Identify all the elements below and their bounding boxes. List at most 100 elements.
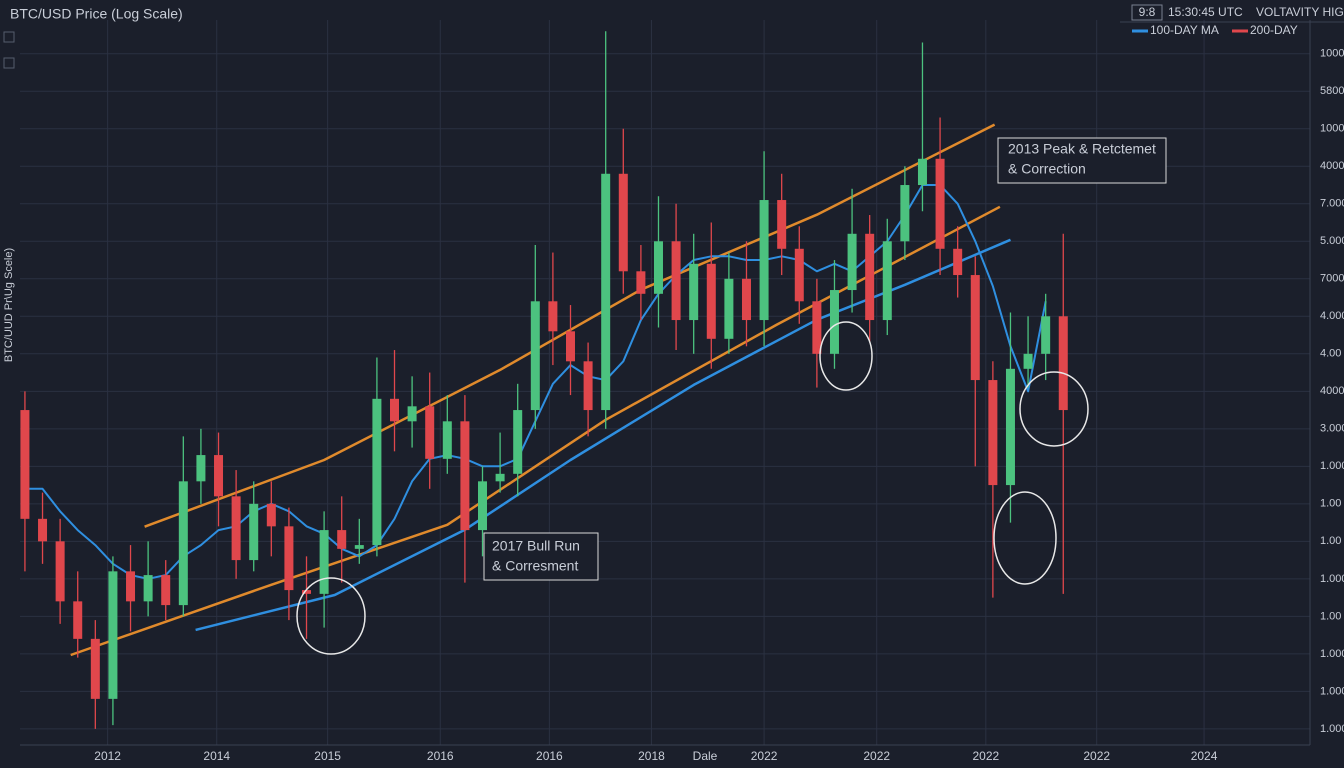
y-tick-label: 5.000 — [1320, 235, 1344, 247]
y-tick-label: 1000 — [1320, 123, 1344, 135]
candle-body — [143, 575, 153, 602]
candle-body — [477, 481, 487, 531]
x-tick-label: 2016 — [427, 749, 454, 763]
y-axis-label: BTC/UUD Pr\Ug Scele) — [3, 248, 15, 362]
candle-body — [513, 410, 523, 474]
tool-icon[interactable] — [3, 57, 15, 69]
candle-body — [601, 173, 611, 411]
candle-body — [988, 380, 998, 486]
candle-body — [1023, 353, 1033, 369]
candle-body — [618, 173, 628, 272]
candle-body — [337, 530, 347, 549]
candles — [20, 31, 1068, 729]
candle-body — [970, 275, 980, 381]
chart-title: BTC/USD Price (Log Scale) — [10, 6, 183, 22]
y-tick-label: 1.000 — [1320, 685, 1344, 697]
candle-body — [73, 601, 83, 639]
candle-body — [407, 406, 417, 422]
candle-body — [653, 241, 663, 294]
y-tick-label: 1.000 — [1320, 648, 1344, 660]
candle-body — [249, 503, 259, 561]
candle-body — [935, 158, 945, 249]
highlight-circle — [993, 491, 1057, 585]
annotation-text: 2013 Peak & Retctemet — [1008, 141, 1156, 157]
candle-body — [548, 301, 558, 332]
candle-body — [583, 361, 593, 411]
y-tick-label: 1.000 — [1320, 573, 1344, 585]
highlight-circle — [819, 321, 873, 391]
y-tick-label: 4.00 — [1320, 348, 1341, 360]
candle-body — [460, 421, 470, 531]
candle-body — [390, 398, 400, 422]
candle-body — [865, 233, 875, 321]
candle-body — [689, 263, 699, 321]
candle-body — [284, 526, 294, 591]
candle-body — [671, 241, 681, 321]
candle-body — [126, 571, 136, 602]
candle-body — [302, 590, 312, 594]
y-tick-label: 4000 — [1320, 160, 1344, 172]
y-tick-label: 1.000 — [1320, 460, 1344, 472]
candle-body — [161, 575, 171, 606]
y-tick-label: 5800 — [1320, 85, 1344, 97]
candle-body — [530, 301, 540, 411]
x-tick-label: 2022 — [1083, 749, 1110, 763]
candle-body — [1005, 368, 1015, 486]
candle-body — [636, 271, 646, 294]
candle-body — [759, 200, 769, 321]
annotation-box — [997, 137, 1167, 184]
candle-body — [724, 278, 734, 339]
annotation-text: & Correction — [1008, 161, 1086, 177]
candle-body — [20, 410, 30, 519]
y-tick-label: 1.00 — [1320, 535, 1341, 547]
candle-body — [55, 541, 65, 602]
x-tick-label: 2015 — [314, 749, 341, 763]
y-tick-label: 7.000 — [1320, 198, 1344, 210]
badge: 9:8 — [1139, 5, 1156, 19]
candle-body — [38, 518, 48, 542]
x-tick-label: 2016 — [536, 749, 563, 763]
candle-body — [1058, 316, 1068, 411]
annotation-text: 2017 Bull Run — [492, 538, 580, 554]
candle-body — [354, 545, 364, 549]
y-tick-label: 4.000 — [1320, 310, 1344, 322]
candle-body — [812, 301, 822, 354]
candle-body — [829, 290, 839, 354]
x-tick-label: 2018 — [638, 749, 665, 763]
candle-body — [1041, 316, 1051, 354]
y-tick-label: 1.00 — [1320, 498, 1341, 510]
candle-body — [847, 233, 857, 291]
legend: 100-DAY MA 200-DAY — [1132, 23, 1298, 37]
highlight-circle — [1019, 371, 1089, 447]
legend-label: 200-DAY — [1250, 23, 1298, 37]
x-tick-label: 2022 — [751, 749, 778, 763]
candle-body — [108, 571, 118, 699]
y-tick-label: 1.00 — [1320, 610, 1341, 622]
candle-body — [266, 503, 276, 527]
candle-body — [425, 406, 435, 459]
candle-body — [882, 241, 892, 321]
y-tick-label: 4000 — [1320, 385, 1344, 397]
candle-body — [319, 530, 329, 594]
highlight-circle — [296, 577, 366, 655]
annotation-box — [483, 532, 599, 581]
candle-body — [777, 200, 787, 249]
annotation-text: & Corresment — [492, 558, 578, 574]
x-tick-label: 2022 — [972, 749, 999, 763]
candle-body — [231, 496, 241, 561]
grid: 1.000 1.000 1.000 1.00 1.000 1.00 1.00 1.000 3.0… — [20, 20, 1344, 763]
candle-body — [953, 248, 963, 276]
status: VOLTAVITY HIGH — [1256, 5, 1344, 19]
candle-body — [90, 638, 100, 699]
candle-body — [495, 473, 505, 482]
tool-icon[interactable] — [3, 31, 15, 43]
badge-box — [1131, 4, 1163, 21]
candle-body — [372, 398, 382, 546]
candle-body — [917, 158, 927, 186]
x-tick-label: 2022 — [863, 749, 890, 763]
candle-body — [706, 263, 716, 339]
y-tick-label: 7000 — [1320, 273, 1344, 285]
candle-body — [178, 481, 188, 606]
y-tick-label: 3.000 — [1320, 423, 1344, 435]
